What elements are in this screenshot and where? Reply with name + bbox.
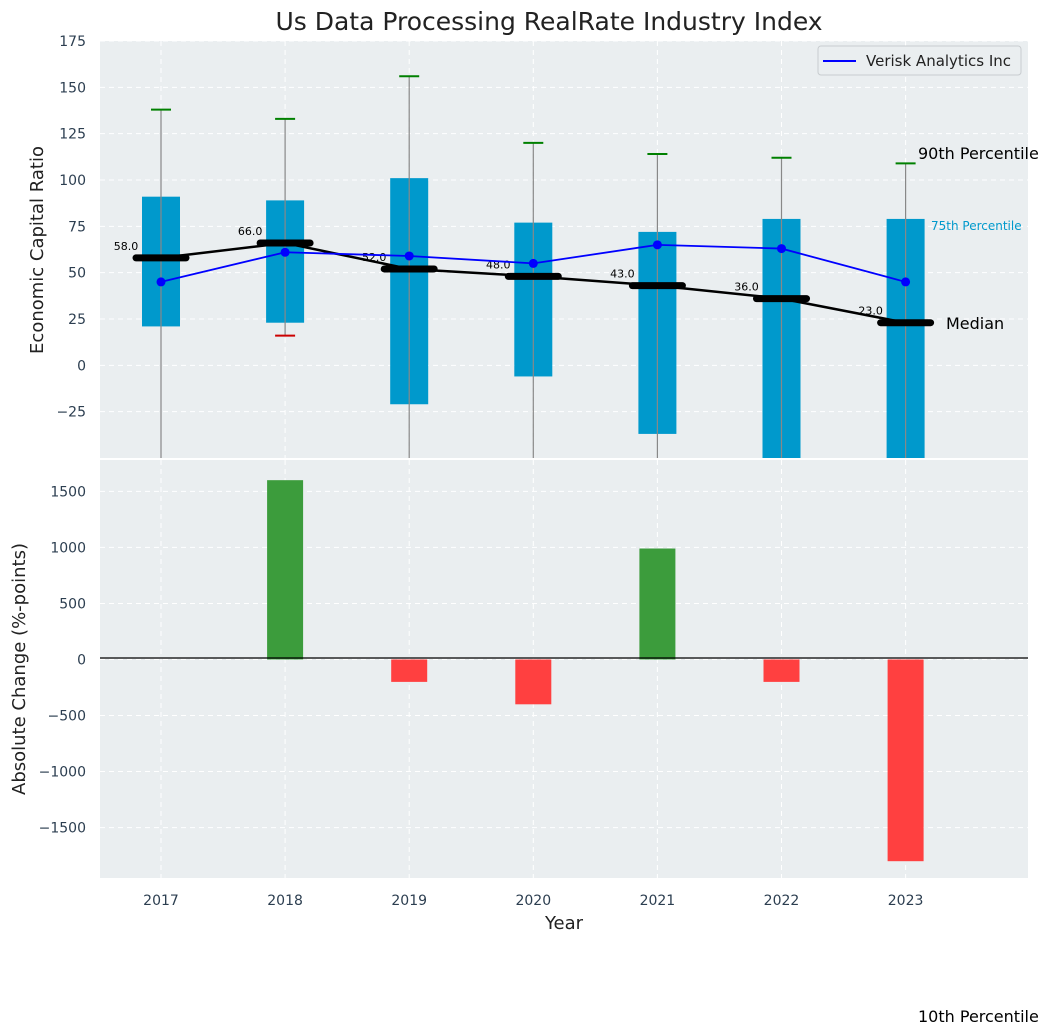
bottom-y-tick-label: −500	[48, 709, 86, 725]
change-bar	[763, 659, 800, 682]
x-tick-label: 2020	[515, 893, 551, 909]
company-point	[528, 258, 538, 268]
top-y-tick-label: 50	[68, 266, 86, 282]
x-tick-label: 2022	[764, 893, 800, 909]
x-tick-label: 2018	[267, 893, 303, 909]
bottom-y-tick-label: 1500	[50, 484, 86, 500]
p75-annotation: 75th Percentile	[931, 219, 1022, 233]
company-point	[652, 240, 662, 250]
bottom-y-axis-label: Absolute Change (%-points)	[9, 543, 30, 795]
x-tick-label: 2017	[143, 893, 179, 909]
top-y-axis-label: Economic Capital Ratio	[27, 146, 48, 354]
median-annotation: Median	[946, 314, 1004, 333]
x-tick-label: 2021	[640, 893, 676, 909]
top-y-tick-label: 125	[59, 127, 86, 143]
top-y-tick-label: 75	[68, 219, 86, 235]
chart-title: Us Data Processing RealRate Industry Ind…	[275, 7, 822, 36]
company-point	[156, 277, 166, 287]
x-tick-labels: 2017 2018 2019 2020 2021 2022 2023	[143, 893, 923, 909]
median-value-label: 23.0	[858, 305, 883, 318]
bottom-y-tick-label: −1000	[39, 765, 86, 781]
top-y-tick-label: 0	[77, 358, 86, 374]
percentile-boxes	[142, 75, 925, 458]
bottom-y-tick-label: 0	[77, 652, 86, 668]
company-point	[777, 244, 786, 254]
top-panel-background	[100, 41, 1028, 458]
company-series	[156, 240, 911, 287]
p10-annotation: 10th Percentile	[918, 1007, 1039, 1026]
top-y-tick-label: 100	[59, 173, 86, 189]
top-y-tick-label: 175	[59, 34, 86, 50]
x-tick-label: 2023	[888, 893, 924, 909]
legend-label: Verisk Analytics Inc	[866, 52, 1011, 70]
change-bar	[515, 659, 552, 705]
company-point	[280, 247, 290, 257]
x-axis-label: Year	[544, 913, 584, 934]
change-bar	[391, 659, 428, 682]
change-bar	[267, 480, 304, 660]
median-value-label: 66.0	[238, 225, 263, 238]
change-bar	[639, 548, 676, 660]
bottom-y-tick-label: −1500	[39, 821, 86, 837]
median-value-label: 43.0	[610, 268, 635, 281]
p90-annotation: 90th Percentile	[918, 144, 1039, 163]
x-tick-label: 2019	[391, 893, 427, 909]
y-tick-labels: −25 0 25 50 75 100 125 150 175 −1500 −1000 −500 0 500…	[39, 34, 86, 837]
median-value-label: 36.0	[734, 281, 759, 294]
company-point	[404, 251, 414, 261]
change-bars	[267, 480, 924, 862]
legend: Verisk Analytics Inc	[817, 45, 1022, 76]
bottom-y-tick-label: 1000	[50, 540, 86, 556]
bottom-y-tick-label: 500	[59, 596, 86, 612]
top-y-tick-label: 25	[68, 312, 86, 328]
change-bar	[887, 659, 924, 862]
company-point	[901, 277, 911, 287]
bottom-panel-background	[100, 460, 1028, 878]
median-value-label: 52.0	[362, 251, 387, 264]
top-y-tick-label: 150	[59, 80, 86, 96]
median-value-label: 58.0	[114, 240, 139, 253]
top-y-tick-label: −25	[56, 405, 86, 421]
legend-box	[817, 45, 1022, 76]
